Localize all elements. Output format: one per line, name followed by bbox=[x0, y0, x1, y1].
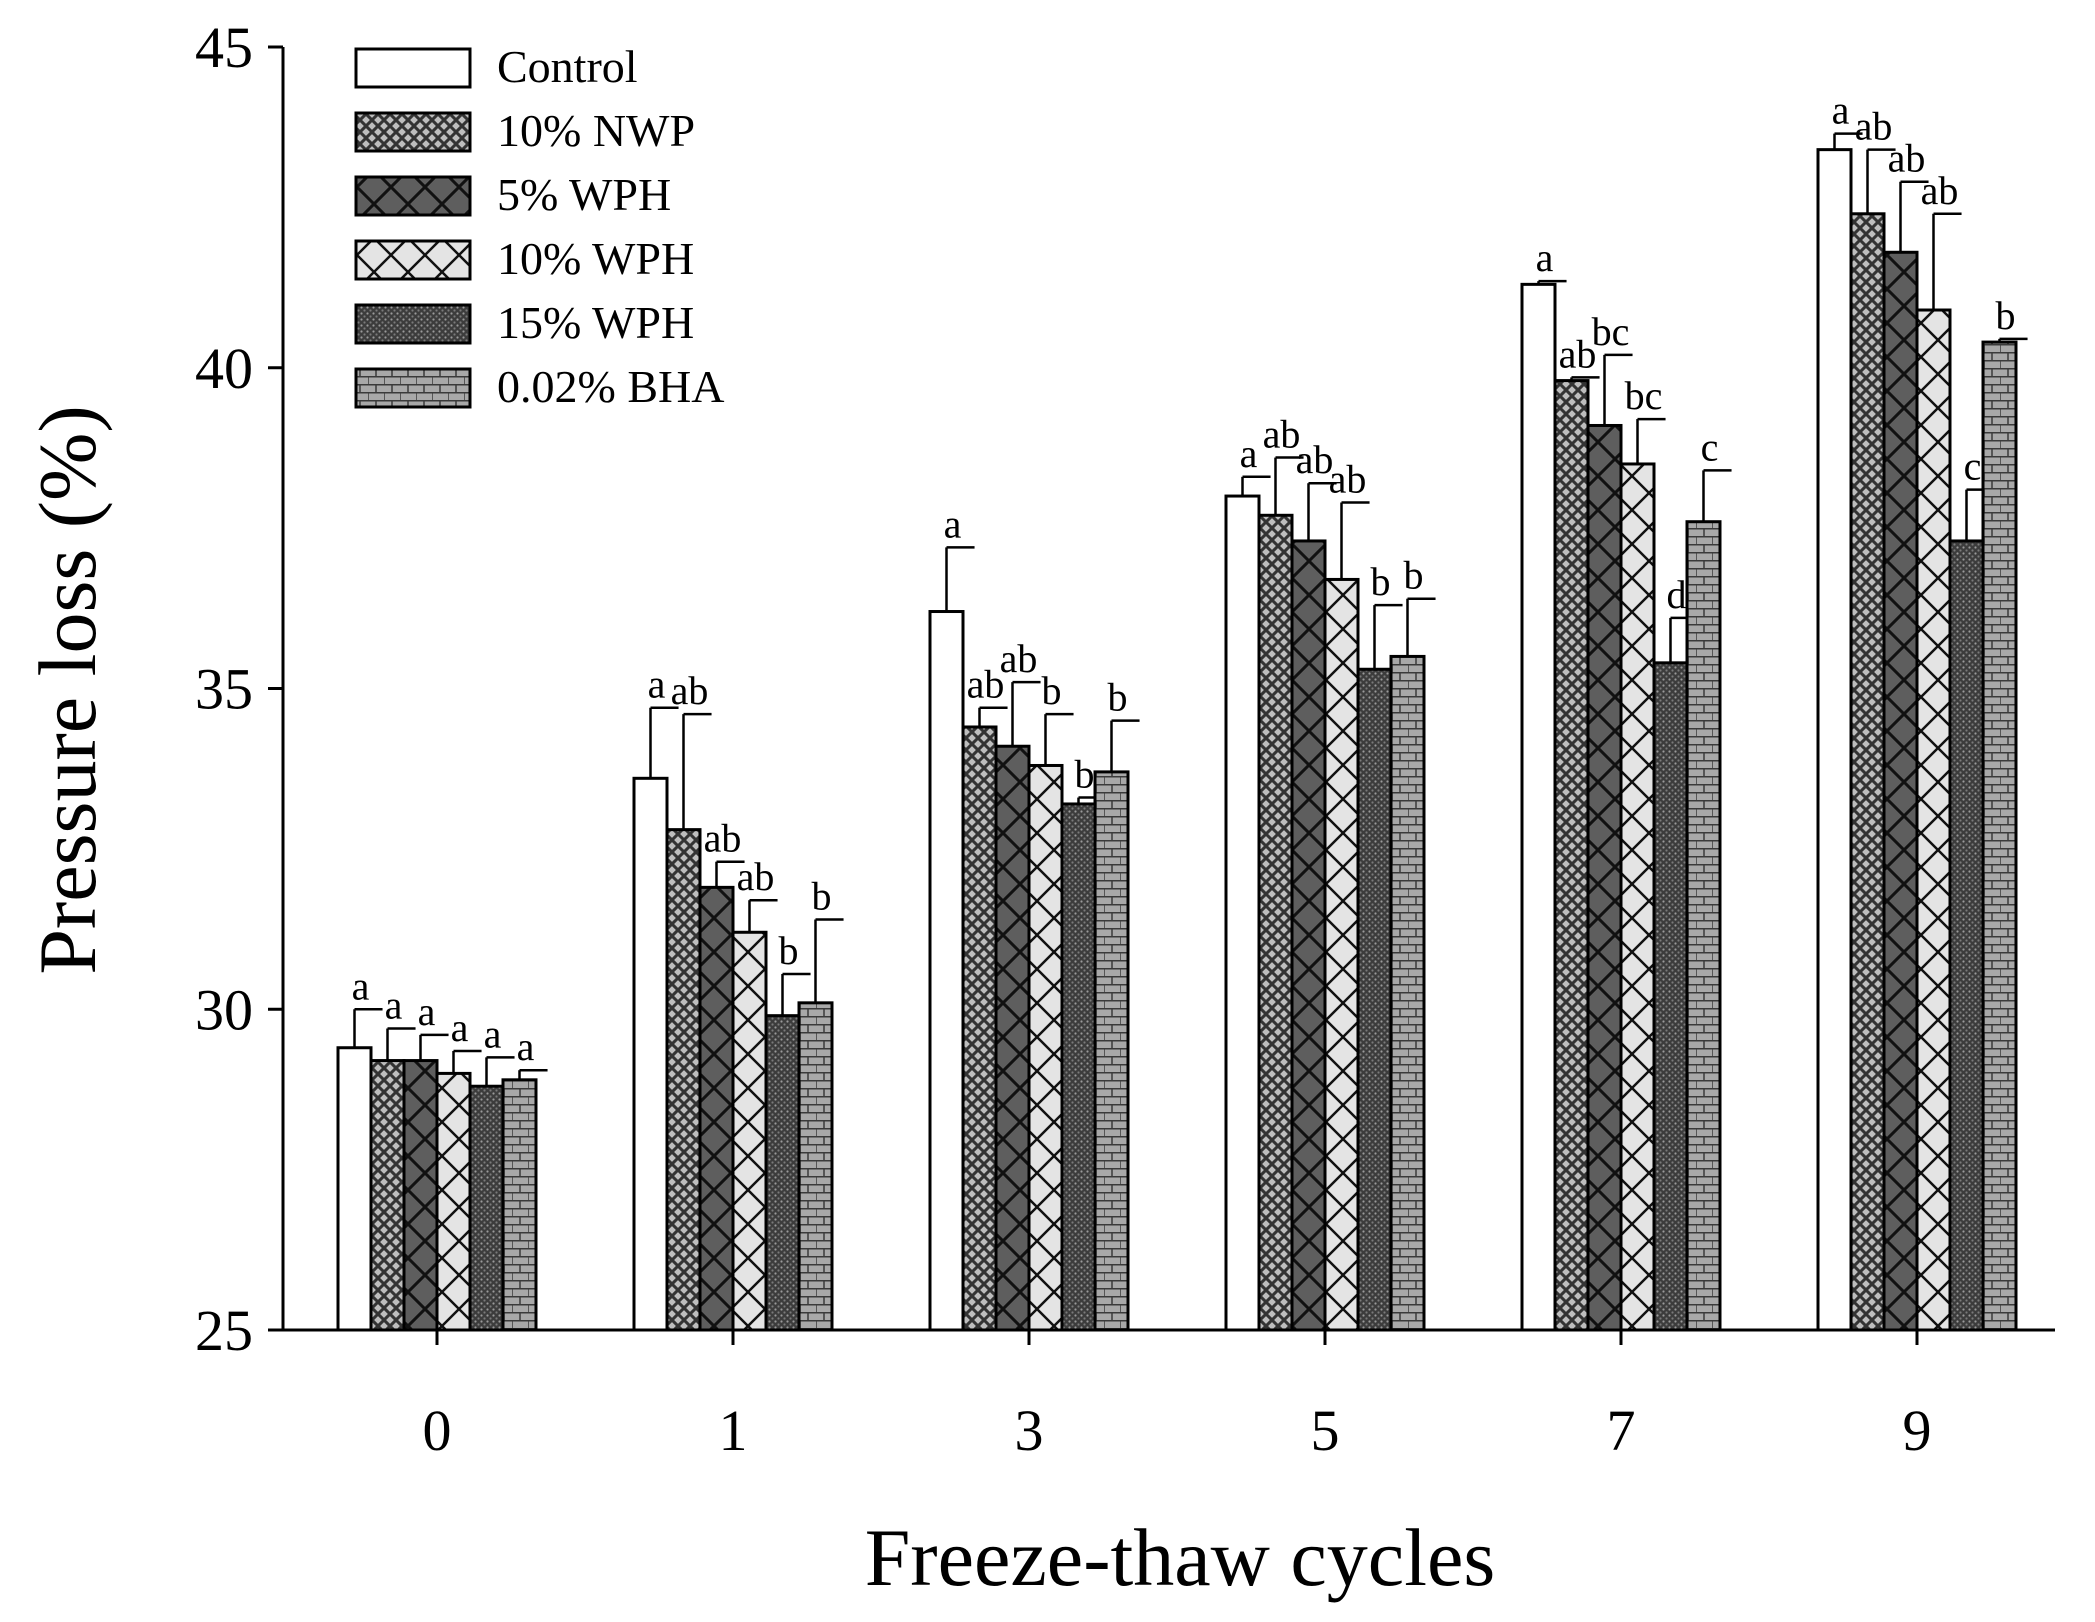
significance-label: a bbox=[1536, 235, 1554, 280]
significance-label: ab bbox=[1329, 456, 1367, 501]
bar bbox=[371, 1061, 404, 1330]
bar bbox=[1358, 669, 1391, 1330]
significance-label: b bbox=[1996, 293, 2016, 338]
legend-swatch bbox=[356, 241, 470, 279]
significance-label: b bbox=[779, 928, 799, 973]
x-tick-label: 7 bbox=[1607, 1398, 1636, 1463]
x-tick-label: 5 bbox=[1311, 1398, 1340, 1463]
legend-label: 5% WPH bbox=[497, 169, 671, 220]
bar bbox=[799, 1003, 832, 1330]
bar bbox=[996, 746, 1029, 1330]
bar bbox=[1851, 214, 1884, 1330]
legend-label: 10% NWP bbox=[497, 105, 695, 156]
significance-label: c bbox=[1701, 424, 1719, 469]
legend-swatch bbox=[356, 49, 470, 87]
bar bbox=[1818, 150, 1851, 1330]
y-axis-title: Pressure loss (%) bbox=[22, 405, 113, 974]
bar bbox=[700, 887, 733, 1330]
significance-label: bc bbox=[1592, 309, 1630, 354]
x-tick-label: 9 bbox=[1903, 1398, 1932, 1463]
bar bbox=[766, 1016, 799, 1330]
significance-label: a bbox=[385, 982, 403, 1027]
significance-label: b bbox=[1108, 675, 1128, 720]
significance-label: ab bbox=[1000, 636, 1038, 681]
significance-label: a bbox=[1240, 431, 1258, 476]
y-tick-label: 30 bbox=[195, 977, 253, 1042]
x-tick-label: 0 bbox=[423, 1398, 452, 1463]
significance-label: a bbox=[648, 662, 666, 707]
bar bbox=[1983, 342, 2016, 1330]
bar bbox=[1654, 663, 1687, 1330]
bar bbox=[503, 1080, 536, 1330]
x-axis-title: Freeze-thaw cycles bbox=[865, 1512, 1496, 1603]
bar bbox=[1621, 464, 1654, 1330]
significance-label: b bbox=[1042, 668, 1062, 713]
bar bbox=[1325, 579, 1358, 1330]
bar bbox=[1522, 284, 1555, 1330]
y-tick-label: 35 bbox=[195, 657, 253, 722]
significance-label: b bbox=[1075, 752, 1095, 797]
significance-label: a bbox=[517, 1024, 535, 1069]
significance-label: bc bbox=[1625, 373, 1663, 418]
legend-label: 15% WPH bbox=[497, 297, 694, 348]
bar bbox=[1062, 804, 1095, 1330]
bar bbox=[1588, 425, 1621, 1330]
bar bbox=[437, 1073, 470, 1330]
significance-label: a bbox=[484, 1011, 502, 1056]
legend-swatch bbox=[356, 177, 470, 215]
y-tick-label: 45 bbox=[195, 15, 253, 80]
bar bbox=[1687, 522, 1720, 1330]
bar bbox=[1884, 252, 1917, 1330]
significance-label: a bbox=[944, 501, 962, 546]
y-tick-label: 25 bbox=[195, 1298, 253, 1363]
legend-label: Control bbox=[497, 41, 638, 92]
bar bbox=[1917, 310, 1950, 1330]
bar bbox=[1391, 656, 1424, 1330]
bar bbox=[1029, 765, 1062, 1330]
legend-label: 10% WPH bbox=[497, 233, 694, 284]
significance-label: c bbox=[1964, 444, 1982, 489]
significance-label: b bbox=[1404, 553, 1424, 598]
x-tick-label: 1 bbox=[719, 1398, 748, 1463]
significance-label: a bbox=[418, 989, 436, 1034]
legend-swatch bbox=[356, 369, 470, 407]
bar bbox=[1950, 541, 1983, 1330]
significance-label: b bbox=[812, 873, 832, 918]
bar bbox=[404, 1061, 437, 1330]
significance-label: ab bbox=[671, 668, 709, 713]
significance-label: b bbox=[1371, 559, 1391, 604]
bar-chart: a a a a a aa abababbbaababbbba abababb baabbcbcd… bbox=[0, 0, 2095, 1622]
bar bbox=[1555, 381, 1588, 1330]
bar bbox=[733, 932, 766, 1330]
legend-swatch bbox=[356, 113, 470, 151]
bar bbox=[1095, 772, 1128, 1330]
legend-label: 0.02% BHA bbox=[497, 361, 724, 412]
significance-label: ab bbox=[737, 854, 775, 899]
y-tick-label: 40 bbox=[195, 336, 253, 401]
bar bbox=[930, 612, 963, 1330]
legend-swatch bbox=[356, 305, 470, 343]
significance-label: ab bbox=[1921, 168, 1959, 213]
bar bbox=[1292, 541, 1325, 1330]
bar bbox=[963, 727, 996, 1330]
significance-label: a bbox=[1832, 88, 1850, 133]
significance-label: d bbox=[1667, 572, 1687, 617]
x-tick-label: 3 bbox=[1015, 1398, 1044, 1463]
bar bbox=[634, 778, 667, 1330]
significance-label: a bbox=[352, 963, 370, 1008]
bar bbox=[470, 1086, 503, 1330]
bar bbox=[1259, 515, 1292, 1330]
bar bbox=[1226, 496, 1259, 1330]
bar bbox=[338, 1048, 371, 1330]
legend: Control 10% NWP 5% WPH 10% WPH 15% WPH 0.02% … bbox=[356, 41, 724, 412]
bar bbox=[667, 830, 700, 1330]
significance-label: a bbox=[451, 1005, 469, 1050]
